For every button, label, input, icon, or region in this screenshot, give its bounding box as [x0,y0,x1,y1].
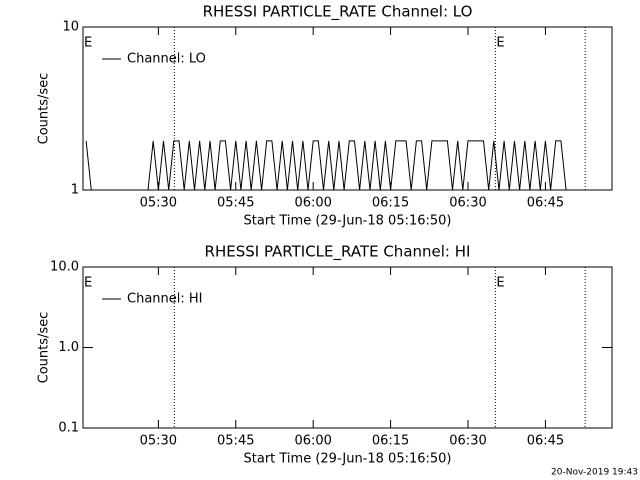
x-tick-label: 05:30 [140,196,177,211]
y-tick-label: 10.0 [50,260,79,275]
chart-title: RHESSI PARTICLE_RATE Channel: LO [203,3,473,22]
y-tick-label: 0.1 [58,421,79,436]
x-axis-label: Start Time (29-Jun-18 05:16:50) [244,452,452,467]
x-tick-label: 06:00 [294,196,331,211]
x-tick-label: 06:30 [449,434,486,449]
footer: 20-Nov-2019 19:43 [551,468,638,478]
plot-frame [82,26,613,191]
x-tick-label: 06:00 [294,434,331,449]
x-tick-label: 06:45 [527,196,564,211]
y-tick-label: 10 [62,20,79,35]
x-tick-label: 06:15 [372,196,409,211]
x-tick-label: 06:15 [372,434,409,449]
x-tick-label: 06:45 [527,434,564,449]
y-axis-label: Counts/sec [37,73,52,145]
y-axis-label: Counts/sec [37,312,52,384]
y-tick-label: 1 [71,183,79,198]
x-tick-label: 05:45 [217,196,254,211]
x-axis-label: Start Time (29-Jun-18 05:16:50) [244,214,452,229]
x-tick-label: 05:30 [140,434,177,449]
chart-title: RHESSI PARTICLE_RATE Channel: HI [205,243,471,262]
annotation: E [496,276,504,291]
x-tick-label: 06:30 [449,196,486,211]
y-tick-label: 1.0 [58,340,79,355]
legend-label: Channel: HI [127,292,203,307]
annotation: E [84,36,92,51]
x-tick-label: 05:45 [217,434,254,449]
annotation: E [84,276,92,291]
annotation: E [496,36,504,51]
series-line [85,140,608,191]
legend-label: Channel: LO [127,52,206,67]
